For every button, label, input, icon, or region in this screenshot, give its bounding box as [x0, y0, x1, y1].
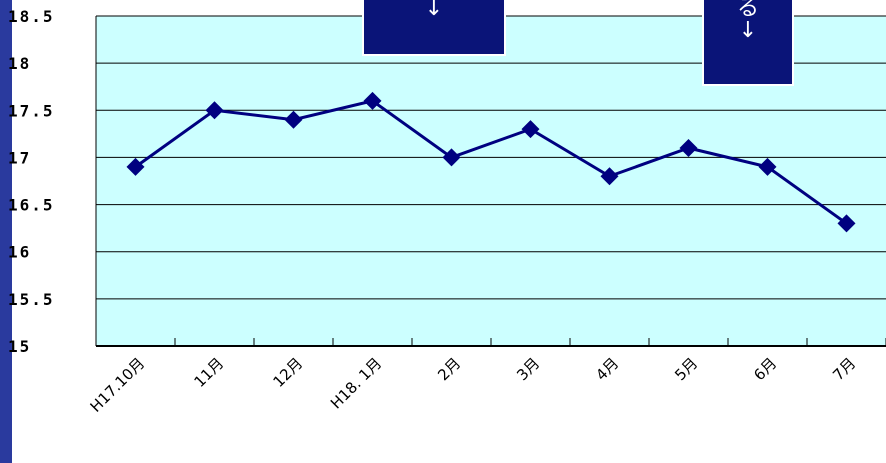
data-point-marker — [758, 157, 777, 176]
data-point-marker — [600, 167, 619, 186]
y-tick-label: 18 — [8, 54, 31, 73]
y-tick-label: 17 — [8, 148, 31, 167]
x-axis-tick-marks — [174, 338, 886, 346]
annotation-callout-left: ↓ — [362, 0, 506, 56]
annotation-callout-right: る ↓ — [702, 0, 794, 86]
callout-arrow-down: ↓ — [424, 0, 444, 21]
data-point-marker — [126, 157, 145, 176]
y-tick-label: 18.5 — [8, 7, 55, 26]
y-tick-label: 15 — [8, 337, 31, 356]
y-axis-tick-labels: 18.5 18 17.5 17 16.5 16 15.5 15 — [8, 7, 55, 356]
series-line — [134, 99, 848, 225]
series-markers — [126, 91, 856, 233]
data-point-marker — [442, 148, 461, 167]
data-point-marker — [837, 214, 856, 233]
data-point-marker — [679, 139, 698, 157]
data-point-marker — [363, 91, 382, 110]
data-point-marker — [521, 120, 540, 139]
callout-arrow-down: ↓ — [738, 18, 758, 43]
y-tick-label: 17.5 — [8, 101, 55, 120]
y-tick-label: 16.5 — [8, 196, 55, 215]
callout-text: る — [736, 0, 759, 21]
data-point-marker — [205, 101, 224, 120]
y-tick-label: 15.5 — [8, 290, 55, 309]
data-point-marker — [284, 110, 303, 129]
y-tick-label: 16 — [8, 243, 31, 262]
